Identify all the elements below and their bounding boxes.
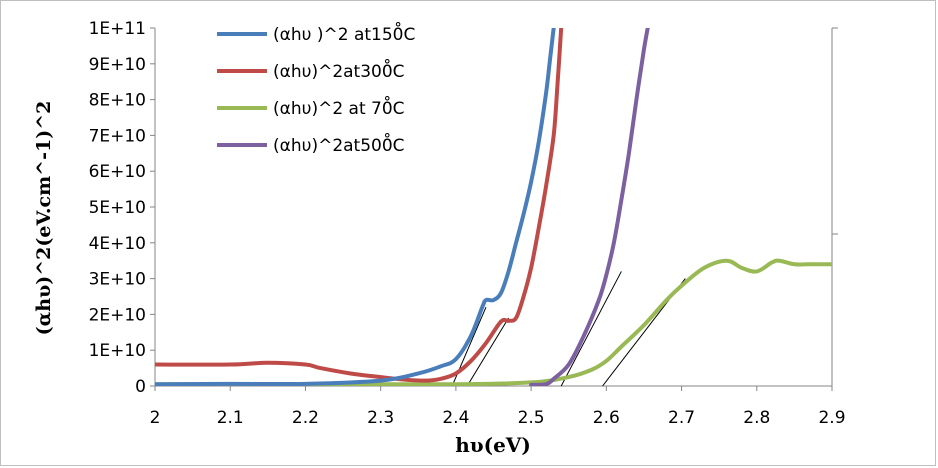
series-line-4 xyxy=(529,28,650,386)
legend-label: (αhυ)^2 at 70̊C xyxy=(273,95,405,119)
y-tick-label: 9E+10 xyxy=(89,55,146,75)
series-line-1 xyxy=(155,28,556,386)
y-tick-label: 1E+11 xyxy=(89,19,146,39)
tangent-lines xyxy=(451,271,686,387)
y-tick-label: 6E+10 xyxy=(89,162,146,182)
series-line-3 xyxy=(155,258,832,386)
x-tick-label: 2.6 xyxy=(593,408,620,428)
y-tick-label: 3E+10 xyxy=(89,270,146,290)
legend-label: (αhυ)^2at500̊C xyxy=(273,132,405,156)
tangent-line xyxy=(466,317,509,387)
x-tick-label: 2.4 xyxy=(442,408,469,428)
legend-label: (αhυ)^2at300̊C xyxy=(273,58,405,82)
series-line-2 xyxy=(155,28,564,383)
tangent-line xyxy=(560,271,622,387)
x-tick-label: 2.2 xyxy=(292,408,319,428)
axes: 0 1E+10 2E+10 3E+10 4E+10 5E+10 6E+10 7E+10 8E+1… xyxy=(89,19,846,428)
x-axis-label: hυ(eV) xyxy=(455,433,531,457)
x-tick-label: 2.5 xyxy=(518,408,545,428)
y-tick-label: 5E+10 xyxy=(89,198,146,218)
y-tick-label: 4E+10 xyxy=(89,234,146,254)
x-tick-label: 2.1 xyxy=(217,408,244,428)
data-series xyxy=(155,28,832,386)
x-tick-label: 2.7 xyxy=(668,408,695,428)
x-tick-label: 2 xyxy=(150,408,161,428)
y-tick-label: 1E+10 xyxy=(89,341,146,361)
x-tick-label: 2.9 xyxy=(818,408,845,428)
legend: (αhυ )^2 at150̊C (αhυ)^2at300̊C (αhυ)^2 at… xyxy=(217,21,415,156)
x-tick-label: 2.8 xyxy=(743,408,770,428)
y-tick-label: 8E+10 xyxy=(89,91,146,111)
x-tick-label: 2.3 xyxy=(367,408,394,428)
y-tick-label: 2E+10 xyxy=(89,305,146,325)
y-tick-label: 7E+10 xyxy=(89,126,146,146)
y-axis-label: (αhυ)^2(eV.cm^-1)^2 xyxy=(33,101,55,336)
y-tick-label: 0 xyxy=(135,377,146,397)
legend-label: (αhυ )^2 at150̊C xyxy=(273,21,415,45)
